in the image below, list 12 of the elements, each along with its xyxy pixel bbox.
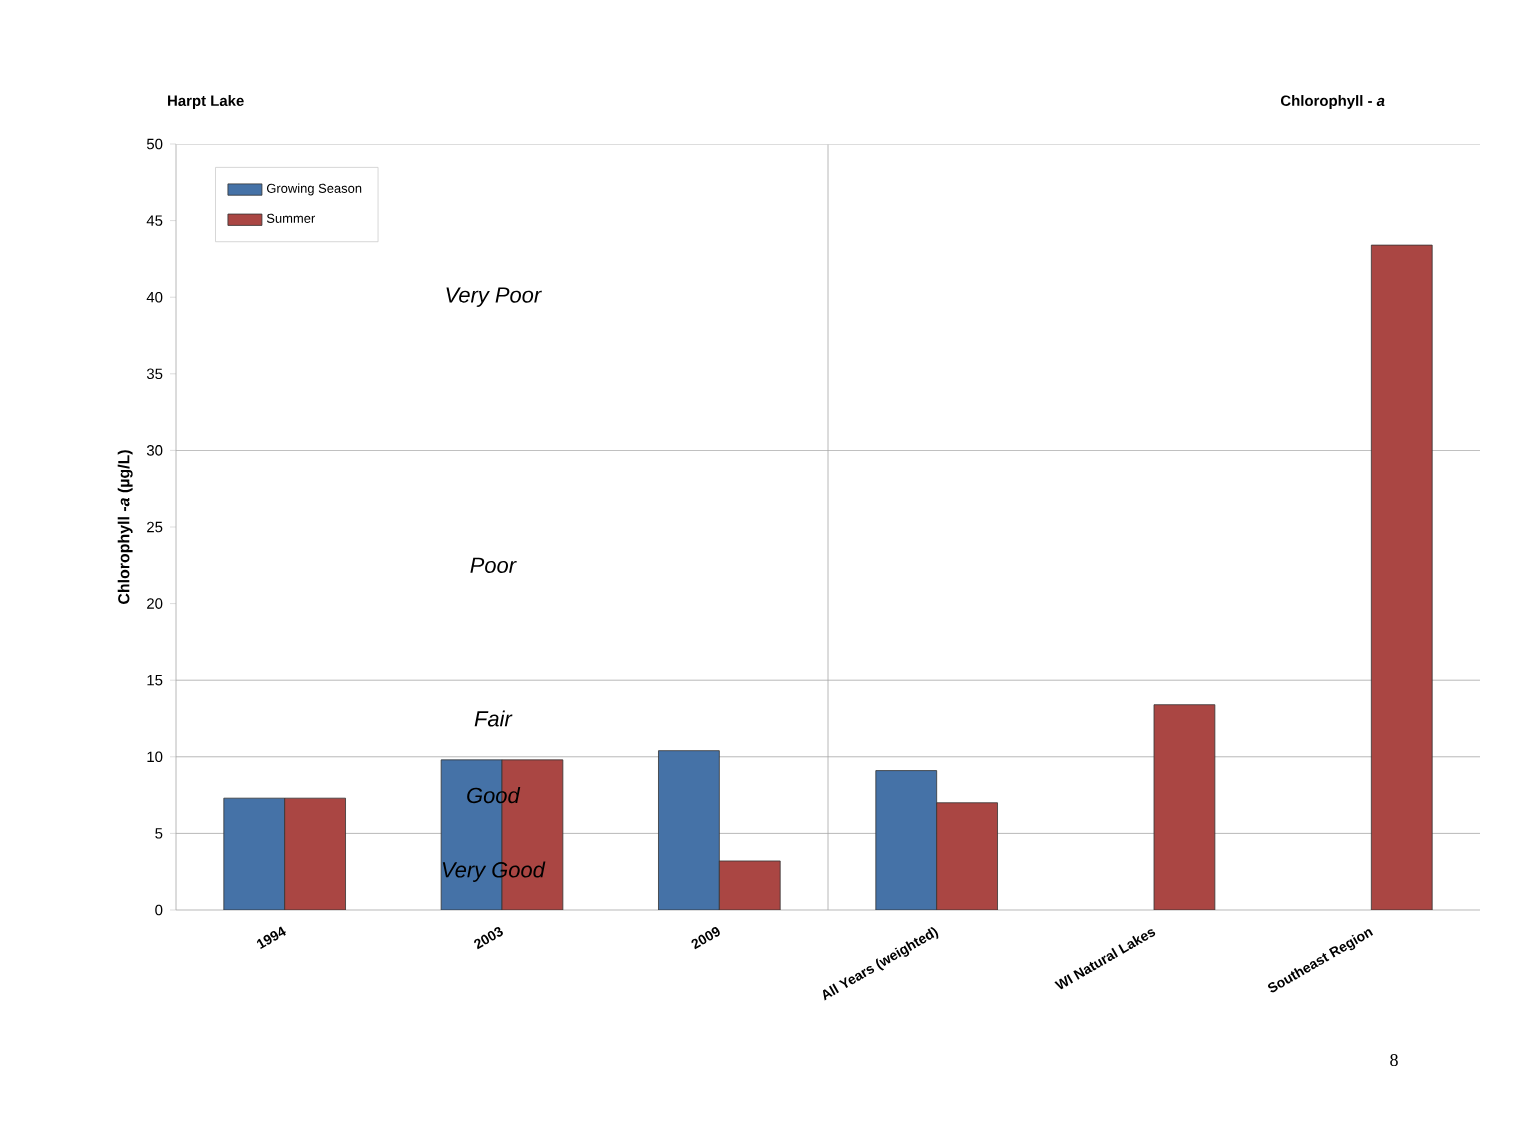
bar bbox=[936, 802, 998, 910]
bar bbox=[718, 860, 781, 910]
bar bbox=[1153, 704, 1216, 910]
annotation: Poor bbox=[470, 557, 517, 573]
annotation: Fair bbox=[474, 710, 513, 727]
text: 8 bbox=[1390, 1053, 1398, 1067]
bar bbox=[658, 750, 720, 910]
bar bbox=[284, 797, 346, 910]
bar bbox=[223, 797, 286, 910]
bar bbox=[875, 770, 938, 910]
bar bbox=[1370, 244, 1433, 910]
annotation: Very Poor bbox=[446, 287, 542, 307]
